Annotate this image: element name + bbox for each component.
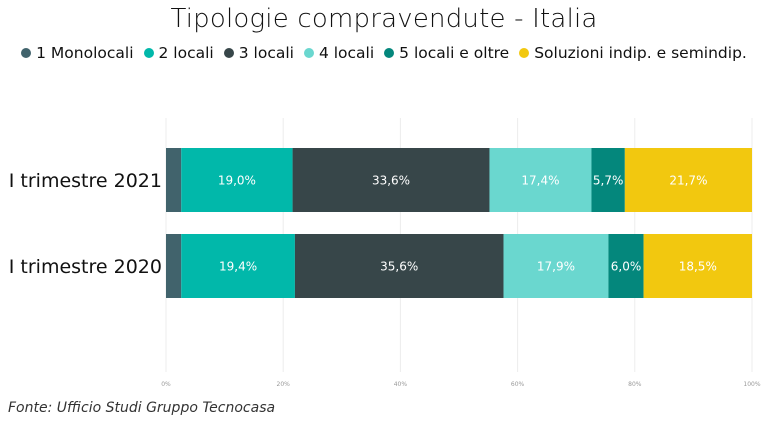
x-tick-label: 80% xyxy=(628,381,642,388)
data-label: 5,7% xyxy=(593,174,624,188)
category-label: I trimestre 2021 xyxy=(9,170,162,192)
legend-swatch xyxy=(384,48,395,58)
legend-item-1-monolocali: 1 Monolocali xyxy=(21,44,134,62)
bar-segment-1-monolocali xyxy=(166,148,182,212)
x-tick-label: 0% xyxy=(161,381,171,388)
chart-title: Tipologie compravendute - Italia xyxy=(170,4,598,34)
data-label: 35,6% xyxy=(380,260,418,274)
bar-segment-2-locali xyxy=(181,234,295,298)
legend-swatch xyxy=(223,48,234,58)
bar-segment-4-locali xyxy=(489,148,592,212)
x-tick-label: 100% xyxy=(743,381,760,388)
bar-segment-5-locali-e-oltre xyxy=(608,234,644,298)
bar-segment-soluzioni-indip-e-semindip xyxy=(643,234,752,298)
category-label: I trimestre 2020 xyxy=(9,256,162,278)
stacked-bar-chart: 0% 20% 40% 60% 80% 100% I trimestre 2021 19,0% 3… xyxy=(9,118,761,388)
data-label: 17,4% xyxy=(521,174,559,188)
bar-segment-4-locali xyxy=(503,234,609,298)
data-label: 19,0% xyxy=(218,174,256,188)
legend-label: 2 locali xyxy=(158,44,214,62)
data-label: 18,5% xyxy=(679,260,717,274)
legend-item-4-locali: 4 locali xyxy=(303,44,375,62)
bar-segment-1-monolocali xyxy=(166,234,182,298)
legend-label: Soluzioni indip. e semindip. xyxy=(534,44,747,62)
legend-item-2-locali: 2 locali xyxy=(143,44,214,62)
legend-item-5-locali-e-oltre: 5 locali e oltre xyxy=(384,44,509,62)
source-note: Fonte: Ufficio Studi Gruppo Tecnocasa xyxy=(8,400,276,416)
data-label: 6,0% xyxy=(611,260,642,274)
x-tick-label: 40% xyxy=(394,381,408,388)
legend-item-3-locali: 3 locali xyxy=(223,44,294,62)
bar-segment-3-locali xyxy=(294,234,504,298)
legend-swatch xyxy=(303,48,314,58)
data-label: 17,9% xyxy=(537,260,575,274)
x-tick-label: 20% xyxy=(277,381,291,388)
data-label: 21,7% xyxy=(669,174,707,188)
legend-label: 4 locali xyxy=(318,44,375,62)
legend-label: 5 locali e oltre xyxy=(399,44,510,62)
legend-swatch xyxy=(21,48,32,58)
bar-segment-5-locali-e-oltre xyxy=(591,148,625,212)
legend-label: 1 Monolocali xyxy=(36,44,134,62)
x-tick-label: 60% xyxy=(511,381,525,388)
chart-legend: 1 Monolocali 2 locali 3 locali 4 locali 5 lo… xyxy=(0,44,768,62)
data-label: 19,4% xyxy=(219,260,257,274)
legend-swatch xyxy=(519,48,530,58)
data-label: 33,6% xyxy=(372,174,410,188)
legend-swatch xyxy=(143,48,154,58)
bar-segment-soluzioni-indip-e-semindip xyxy=(624,148,752,212)
bar-segment-2-locali xyxy=(181,148,293,212)
bar-segment-3-locali xyxy=(292,148,490,212)
legend-label: 3 locali xyxy=(238,44,294,62)
legend-item-soluzioni-indip-e-semindip: Soluzioni indip. e semindip. xyxy=(519,44,747,62)
